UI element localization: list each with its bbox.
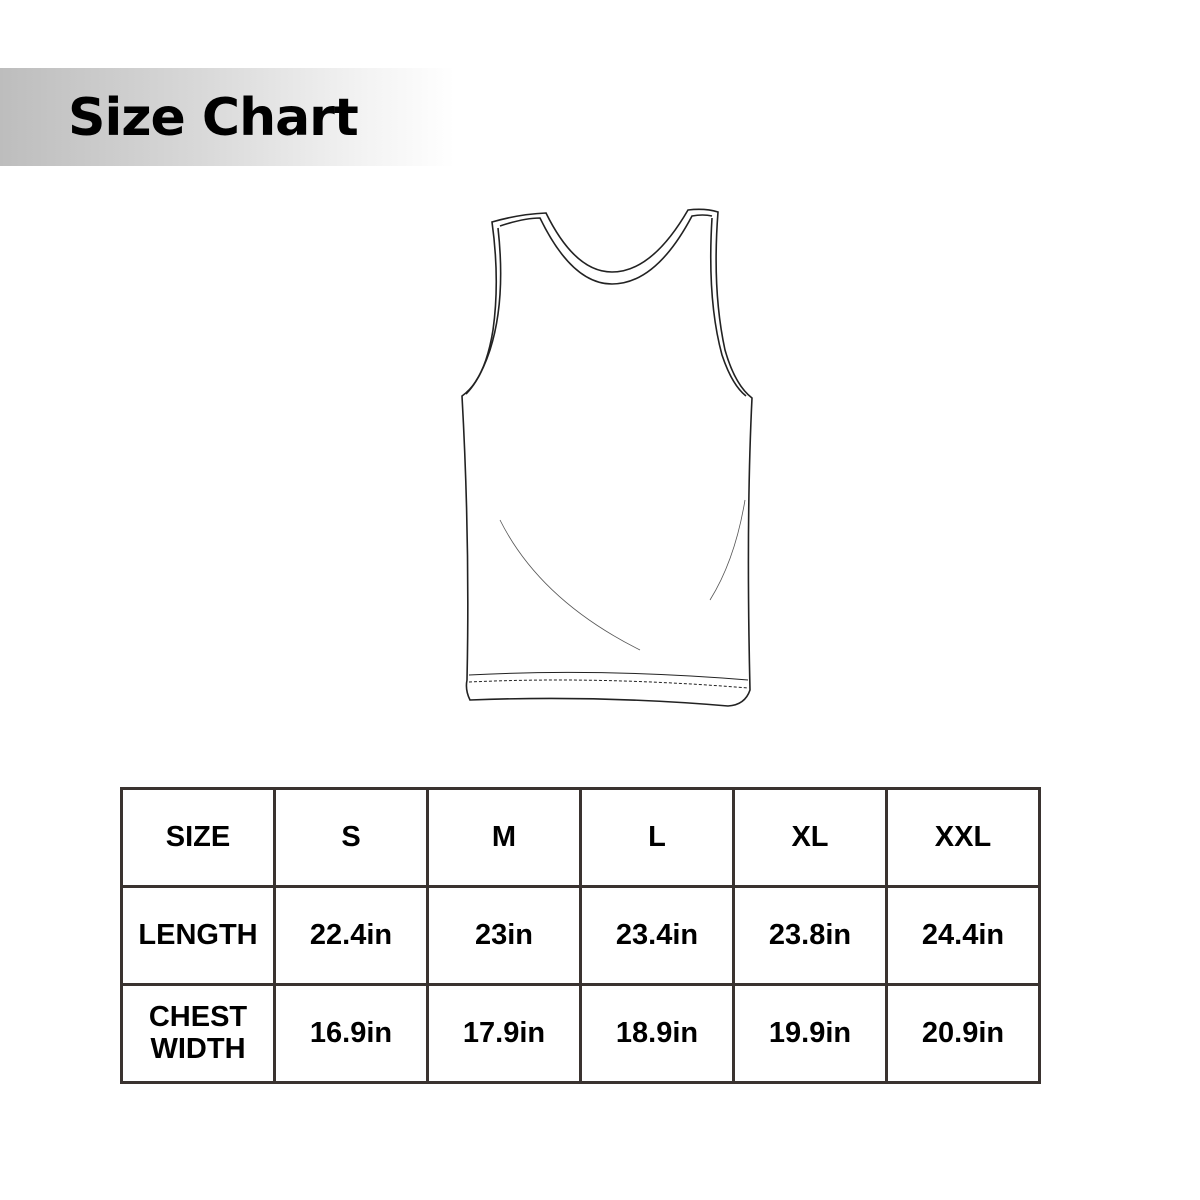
size-table: SIZE S M L XL XXL LENGTH 22.4in 23in 23.… [120, 787, 1041, 1084]
header-size: SIZE [120, 787, 276, 888]
label-line2: WIDTH [150, 1032, 246, 1065]
row-label-chest-width: CHEST WIDTH [120, 983, 276, 1084]
table-cell: 24.4in [885, 885, 1041, 986]
table-cell: 23.4in [579, 885, 735, 986]
table-row-length: LENGTH 22.4in 23in 23.4in 23.8in 24.4in [120, 885, 1041, 986]
label-line1: CHEST [148, 1000, 248, 1033]
table-row-chest-width: CHEST WIDTH 16.9in 17.9in 18.9in 19.9in 2… [120, 983, 1041, 1084]
table-cell: 23.8in [732, 885, 888, 986]
table-row-size: SIZE S M L XL XXL [120, 787, 1041, 888]
header-m: M [426, 787, 582, 888]
header-l: L [579, 787, 735, 888]
title-banner [0, 68, 455, 166]
header-s: S [273, 787, 429, 888]
table-cell: 22.4in [273, 885, 429, 986]
table-cell: 18.9in [579, 983, 735, 1084]
table-cell: 20.9in [885, 983, 1041, 1084]
row-label-length: LENGTH [120, 885, 276, 986]
table-cell: 19.9in [732, 983, 888, 1084]
tank-top-illustration [461, 208, 753, 707]
header-xl: XL [732, 787, 888, 888]
page-title: Size Chart [68, 88, 359, 148]
table-cell: 23in [426, 885, 582, 986]
table-cell: 17.9in [426, 983, 582, 1084]
header-xxl: XXL [885, 787, 1041, 888]
table-cell: 16.9in [273, 983, 429, 1084]
